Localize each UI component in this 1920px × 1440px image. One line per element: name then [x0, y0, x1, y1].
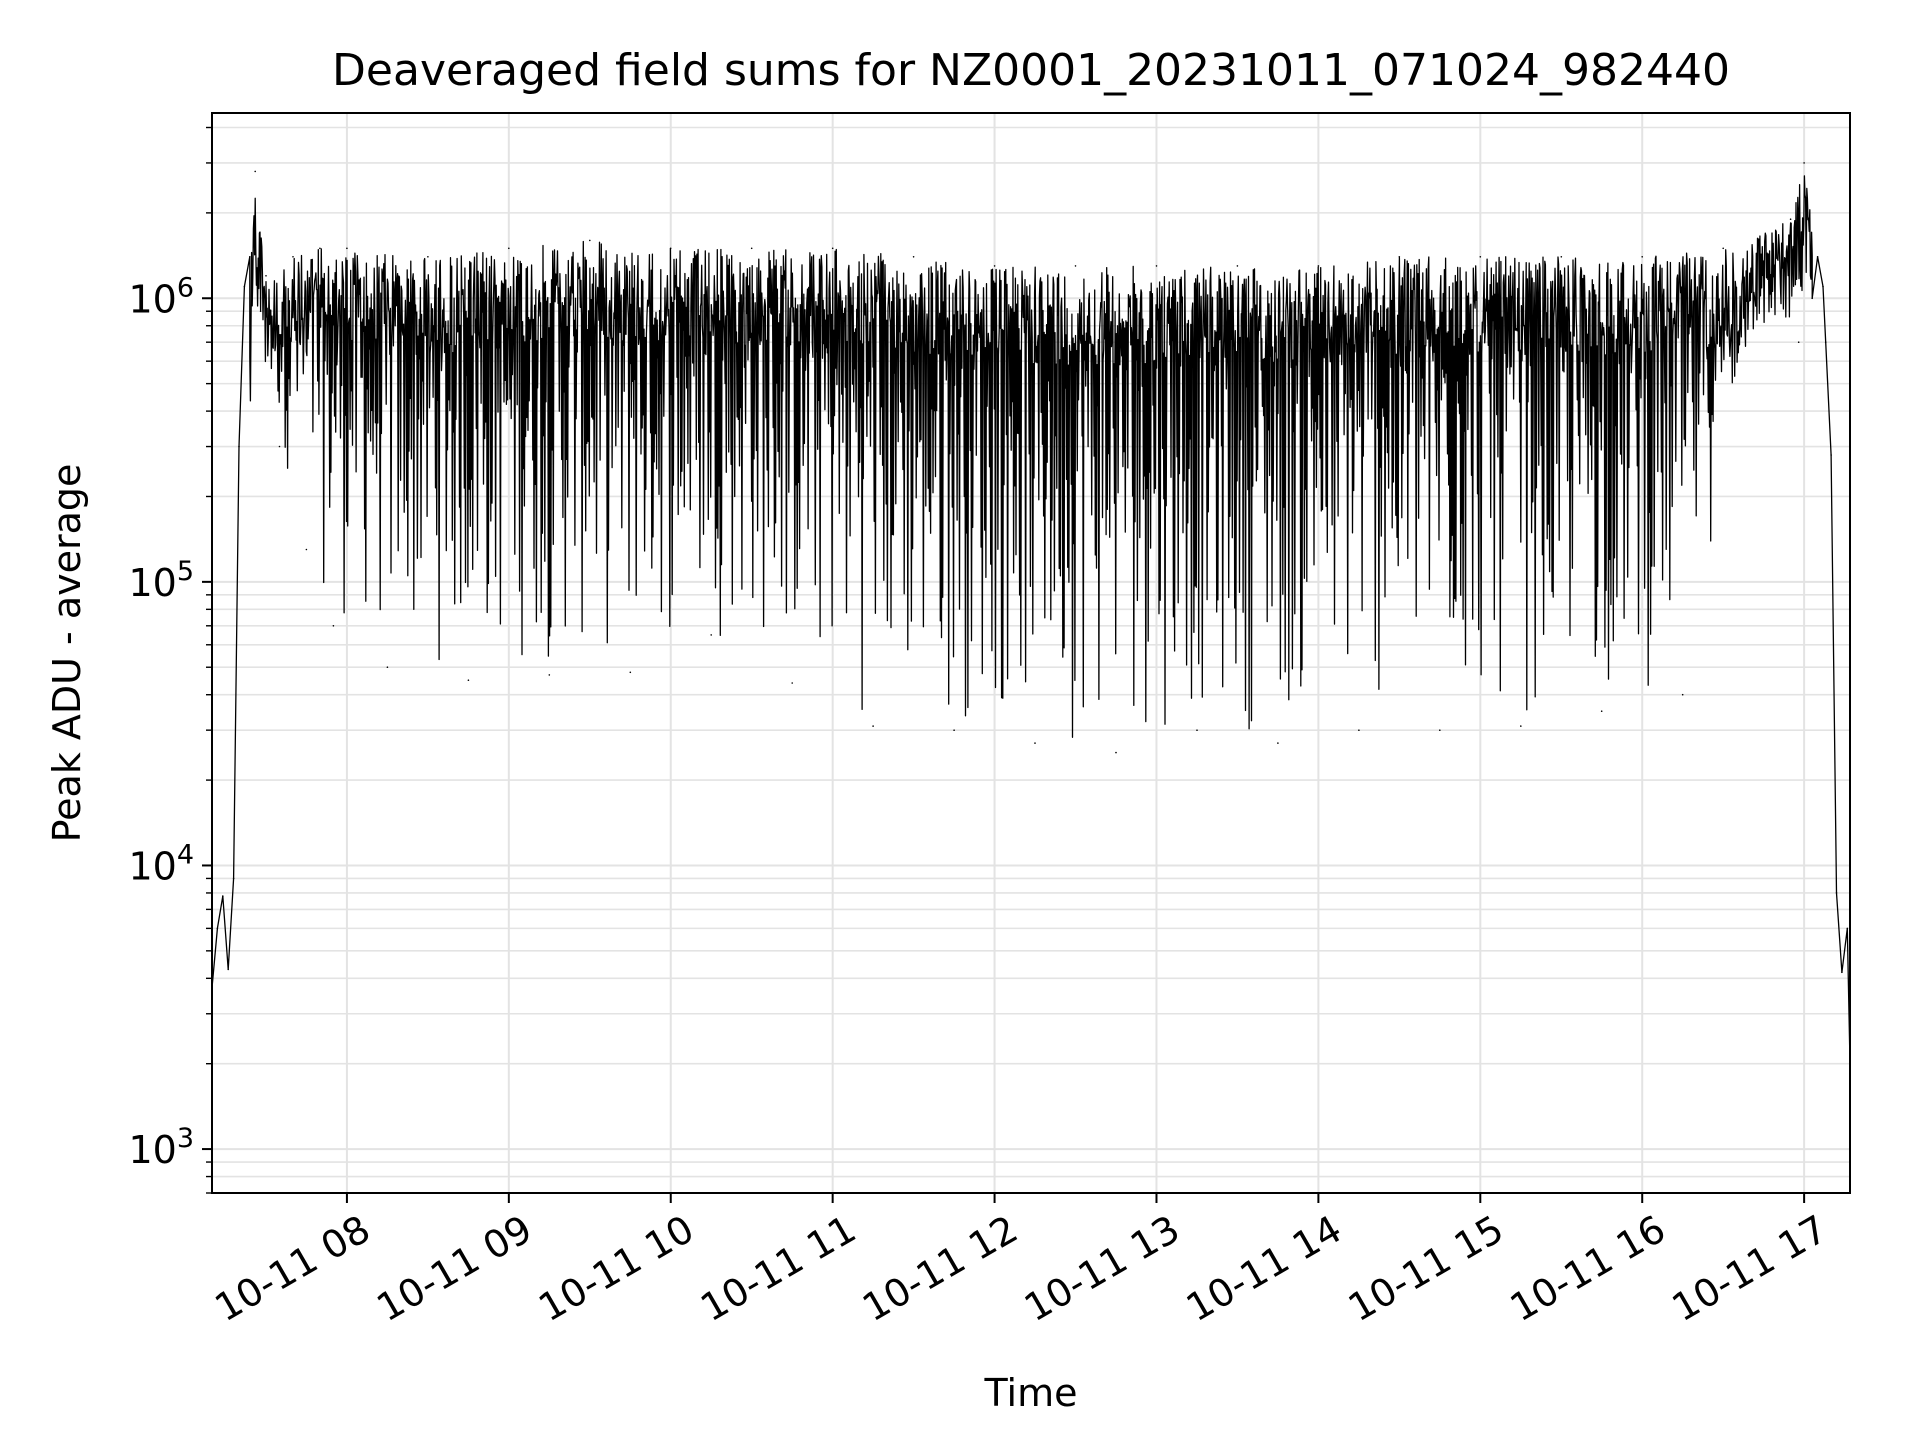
y-tick-label-base: 10: [128, 1128, 176, 1172]
data-point: [1641, 255, 1643, 258]
data-point: [216, 927, 219, 930]
y-tick-label-exponent: 6: [177, 272, 194, 303]
data-point: [232, 877, 235, 880]
data-point: [953, 729, 955, 731]
data-point: [1155, 265, 1158, 267]
data-point: [872, 725, 874, 727]
data-point: [750, 247, 753, 250]
data-point: [589, 239, 591, 242]
data-point: [1115, 751, 1117, 754]
data-point: [1358, 729, 1360, 731]
data-point: [791, 682, 793, 684]
data-point: [1681, 693, 1684, 696]
data-point: [1789, 218, 1792, 220]
data-point: [710, 634, 712, 636]
chart-title: Deaveraged field sums for NZ0001_2023101…: [332, 45, 1730, 96]
data-point: [1762, 275, 1765, 277]
data-point: [319, 247, 321, 250]
data-point: [1479, 255, 1482, 258]
data-point: [548, 674, 551, 676]
data-point: [227, 968, 229, 971]
data-point: [1722, 247, 1724, 250]
data-point: [1196, 729, 1198, 731]
data-point: [1797, 341, 1800, 344]
y-tick-label-exponent: 5: [177, 556, 194, 587]
data-point: [1824, 341, 1827, 344]
data-point: [254, 170, 256, 173]
y-tick-label-base: 10: [128, 561, 176, 605]
y-tick-label-exponent: 3: [177, 1123, 194, 1154]
data-point: [467, 679, 470, 681]
data-point: [1277, 742, 1279, 744]
data-point: [243, 285, 246, 288]
x-axis-label: Time: [984, 1371, 1078, 1415]
data-point: [386, 666, 389, 668]
data-point: [292, 255, 294, 258]
data-point: [912, 255, 915, 258]
series-line: [211, 175, 1851, 1064]
y-tick-label: 103: [128, 1123, 194, 1172]
data-point: [669, 247, 672, 250]
data-point: [1560, 255, 1563, 258]
y-axis-label: Peak ADU - average: [45, 464, 89, 843]
y-tick-label: 105: [128, 556, 194, 605]
data-point: [1520, 725, 1522, 727]
y-tick-label: 104: [128, 839, 194, 888]
data-point: [1835, 892, 1838, 894]
data-point: [993, 265, 996, 267]
data-point: [332, 625, 335, 627]
data-point: [259, 310, 262, 313]
data-point: [278, 445, 281, 448]
y-tick-label-base: 10: [128, 277, 176, 321]
data-point: [1822, 285, 1824, 288]
data-point: [831, 247, 834, 250]
y-tick-label-exponent: 4: [177, 839, 194, 870]
data-point: [1398, 255, 1401, 258]
data-point: [1841, 971, 1843, 974]
data-point: [1034, 742, 1036, 744]
data-point: [1803, 162, 1805, 164]
data-point: [427, 255, 429, 258]
plot-frame: [211, 112, 1851, 1194]
data-point: [305, 548, 308, 551]
data-point: [238, 445, 240, 448]
data-point: [1600, 710, 1603, 712]
data-point: [1811, 297, 1813, 300]
data-point: [222, 895, 224, 897]
data-point: [265, 275, 267, 277]
data-point: [508, 247, 510, 250]
series-layer: [211, 162, 1851, 1065]
data-point: [346, 247, 348, 250]
data-point: [1439, 729, 1441, 731]
data-point: [1317, 265, 1320, 267]
data-point: [629, 671, 632, 674]
data-point: [1816, 255, 1819, 258]
data-point: [1074, 265, 1077, 267]
y-tick-label-base: 10: [128, 844, 176, 888]
y-tick-label: 106: [128, 272, 194, 321]
data-point: [1846, 927, 1849, 930]
data-point: [1236, 265, 1239, 267]
data-point: [249, 255, 251, 258]
data-point: [1830, 454, 1832, 456]
